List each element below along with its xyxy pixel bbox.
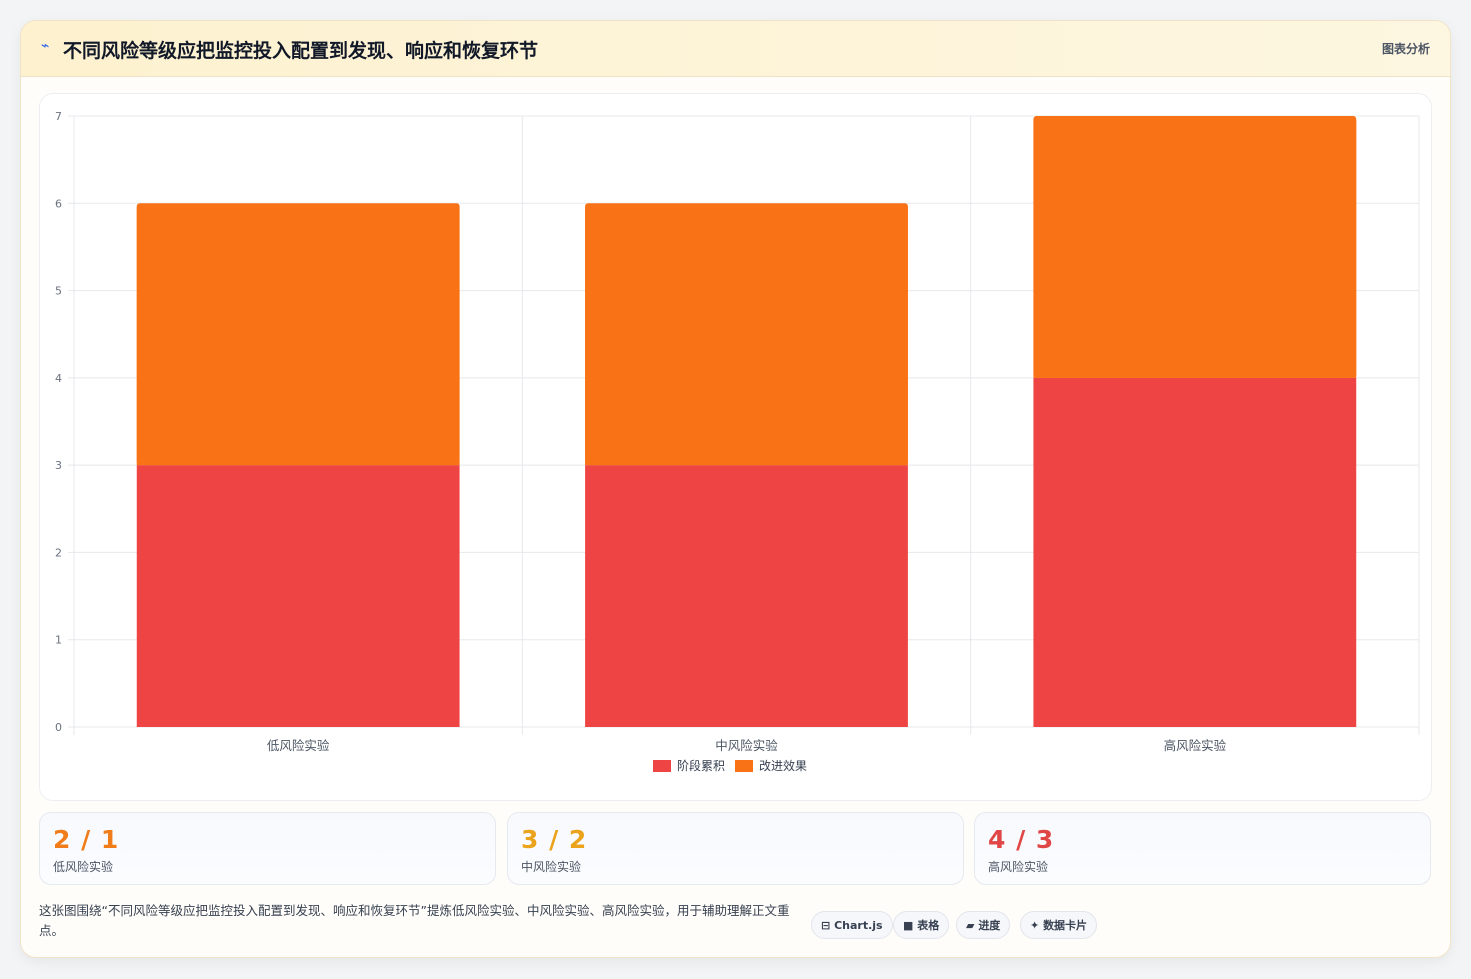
chip-label: 数据卡片 (1043, 919, 1088, 932)
y-tick-label: 3 (55, 459, 62, 472)
y-tick-label: 5 (55, 285, 62, 298)
stat-value: 4 / 3 (988, 825, 1055, 854)
bar-stage-cumulative (585, 465, 908, 727)
stat-card-high: 4 / 3 高风险实验 (974, 812, 1431, 885)
chart-container: 0 1 2 3 4 5 6 7 低风险实验 中风险实验 高风险实验阶段累积 改进效果 (39, 93, 1432, 801)
bar-fill (585, 207, 908, 466)
table-icon: ■ (903, 919, 914, 932)
chart-card: ⌁ 不同风险等级应把监控投入配置到发现、响应和恢复环节 图表分析 0 1 2 3 4 5 6… (20, 20, 1451, 958)
bar-fill (136, 207, 460, 466)
stat-card-medium: 3 / 2 中风险实验 (507, 812, 964, 885)
y-tick-label: 4 (55, 372, 62, 385)
chip-data-card[interactable]: ✦ 数据卡片 (1020, 911, 1098, 939)
chip-label: 进度 (978, 919, 1001, 932)
chart-title: 不同风险等级应把监控投入配置到发现、响应和恢复环节 (63, 40, 539, 62)
chart-analysis-tag[interactable]: 图表分析 (1381, 42, 1430, 56)
stat-label: 低风险实验 (53, 860, 114, 874)
chart-icon: ⊟ (821, 919, 831, 932)
card-header: ⌁ 不同风险等级应把监控投入配置到发现、响应和恢复环节 图表分析 (21, 21, 1450, 77)
bar-stage-cumulative (136, 465, 460, 727)
stat-cards: 2 / 1 低风险实验 3 / 2 中风险实验 4 / 3 高风险实验 (39, 812, 1432, 885)
y-tick-label: 2 (55, 546, 62, 559)
x-tick-label: 低风险实验 (267, 738, 330, 753)
stat-card-low: 2 / 1 低风险实验 (39, 812, 496, 885)
y-tick-label: 1 (55, 634, 62, 647)
legend-swatch (653, 760, 671, 772)
y-tick-label: 0 (55, 721, 62, 734)
stat-label: 中风险实验 (521, 860, 582, 874)
stat-value: 3 / 2 (521, 825, 588, 854)
chip-label: Chart.js (834, 919, 883, 932)
chip-chartjs[interactable]: ⊟ Chart.js (811, 911, 893, 939)
chart-description: 这张图围绕“不同风险等级应把监控投入配置到发现、响应和恢复环节”提炼低风险实验、… (39, 903, 790, 938)
chip-progress[interactable]: ▰ 进度 (956, 911, 1011, 939)
stat-label: 高风险实验 (988, 860, 1049, 874)
legend-label: 改进效果 (759, 758, 807, 773)
stat-value: 2 / 1 (53, 825, 120, 854)
y-tick-label: 7 (55, 110, 62, 123)
y-tick-label: 6 (55, 197, 62, 210)
progress-icon: ▰ (966, 919, 975, 932)
legend-label: 阶段累积 (677, 758, 725, 773)
bar-stage-cumulative (1033, 377, 1357, 727)
chip-table[interactable]: ■ 表格 (893, 911, 950, 939)
legend-swatch (735, 760, 753, 772)
pulse-icon: ⌁ (41, 38, 50, 54)
x-tick-label: 中风险实验 (715, 738, 778, 753)
x-tick-label: 高风险实验 (1164, 738, 1227, 753)
bar-fill (1033, 120, 1357, 378)
chip-label: 表格 (917, 919, 940, 932)
sparkle-icon: ✦ (1030, 919, 1040, 932)
